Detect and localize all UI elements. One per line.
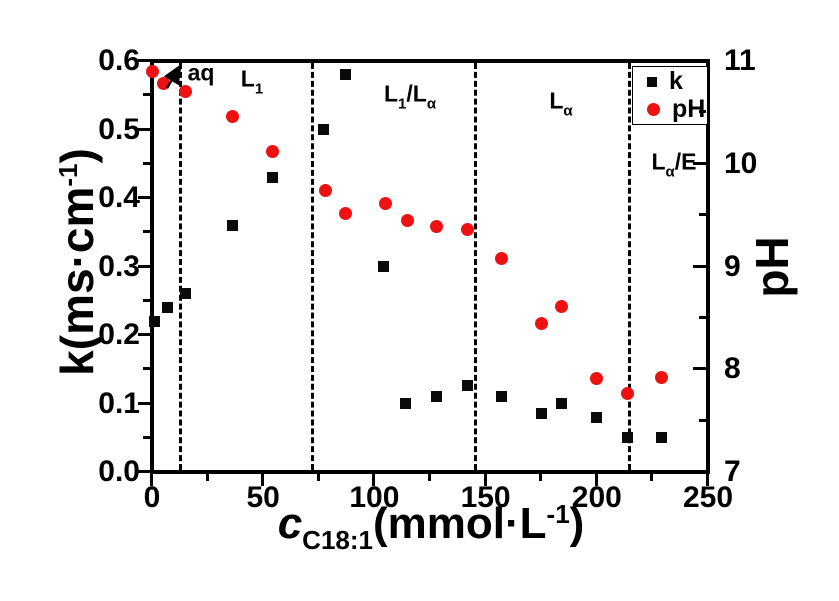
x-axis-title: cC18:1(mmol·L-1) [277,499,585,555]
region-l1-text: L [240,65,255,92]
legend-k-marker-icon [647,76,657,87]
y-right-tick-label: 8 [724,352,741,386]
y-left-major-tick [138,264,150,268]
x-minor-tick [428,474,431,481]
y-left-major-tick [138,401,150,405]
region-label-l1-la: L1/Lα [383,80,437,113]
y-left-minor-tick [143,230,150,234]
x-major-tick [706,474,709,486]
x-major-tick [150,474,153,486]
y-left-minor-tick [143,161,150,165]
region-label-aq: aq [187,59,215,86]
y-left-major-tick [138,196,150,199]
x-major-tick [594,474,598,486]
x-major-tick [261,474,265,486]
legend-entry-ph: pH [647,94,707,123]
x-minor-tick [650,474,654,481]
y-left-major-tick [138,333,150,336]
y-left-tick-label: 0.1 [98,386,140,420]
aq-annotation-arrow [163,63,182,89]
region-aq-text: aq [187,59,215,86]
y-left-minor-tick [143,93,150,97]
x-minor-tick [539,474,543,481]
x-minor-tick [316,474,320,481]
x-tick-label: 0 [143,481,161,514]
y-left-major-tick [138,470,150,473]
region-label-la: Lα [549,87,573,120]
y-left-major-tick [138,127,150,131]
y-left-tick-label: 0.6 [98,44,140,77]
y-right-tick-label: 7 [724,455,741,488]
x-tick-label: 250 [682,481,734,514]
x-major-tick [483,474,487,486]
region-label-l1: L1 [240,65,264,98]
region-l1-sub: 1 [254,80,264,98]
legend-ph-marker-icon [647,102,660,116]
legend-ph-label: pH [672,94,706,123]
y-left-minor-tick [143,298,150,302]
y-right-tick-label: 10 [724,146,758,180]
x-major-tick [372,474,376,486]
legend: k pH [632,66,708,125]
y-left-major-tick [138,59,150,62]
legend-entry-k: k [647,69,707,94]
y-right-tick-label: 11 [724,44,756,77]
y-left-tick-label: 0.0 [98,455,140,488]
y-left-minor-tick [143,435,150,439]
region-label-la-e: Lα/E [651,148,697,181]
legend-k-label: k [669,67,683,96]
plot-area [150,59,710,474]
y-left-minor-tick [143,367,150,371]
x-minor-tick [205,474,209,481]
y-left-tick-label: 0.5 [98,112,140,146]
